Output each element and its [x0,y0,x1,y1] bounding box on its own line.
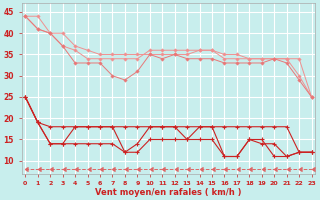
X-axis label: Vent moyen/en rafales ( km/h ): Vent moyen/en rafales ( km/h ) [95,188,242,197]
